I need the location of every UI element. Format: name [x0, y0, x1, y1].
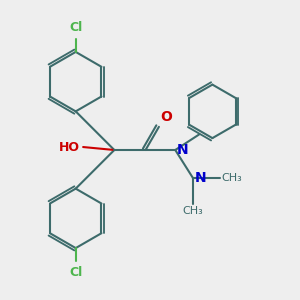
- Text: Cl: Cl: [69, 21, 82, 34]
- Text: HO: HO: [59, 140, 80, 154]
- Text: N: N: [195, 171, 206, 185]
- Text: CH₃: CH₃: [183, 206, 203, 217]
- Text: N: N: [177, 143, 188, 157]
- Text: O: O: [160, 110, 172, 124]
- Text: CH₃: CH₃: [221, 173, 242, 183]
- Text: Cl: Cl: [69, 266, 82, 279]
